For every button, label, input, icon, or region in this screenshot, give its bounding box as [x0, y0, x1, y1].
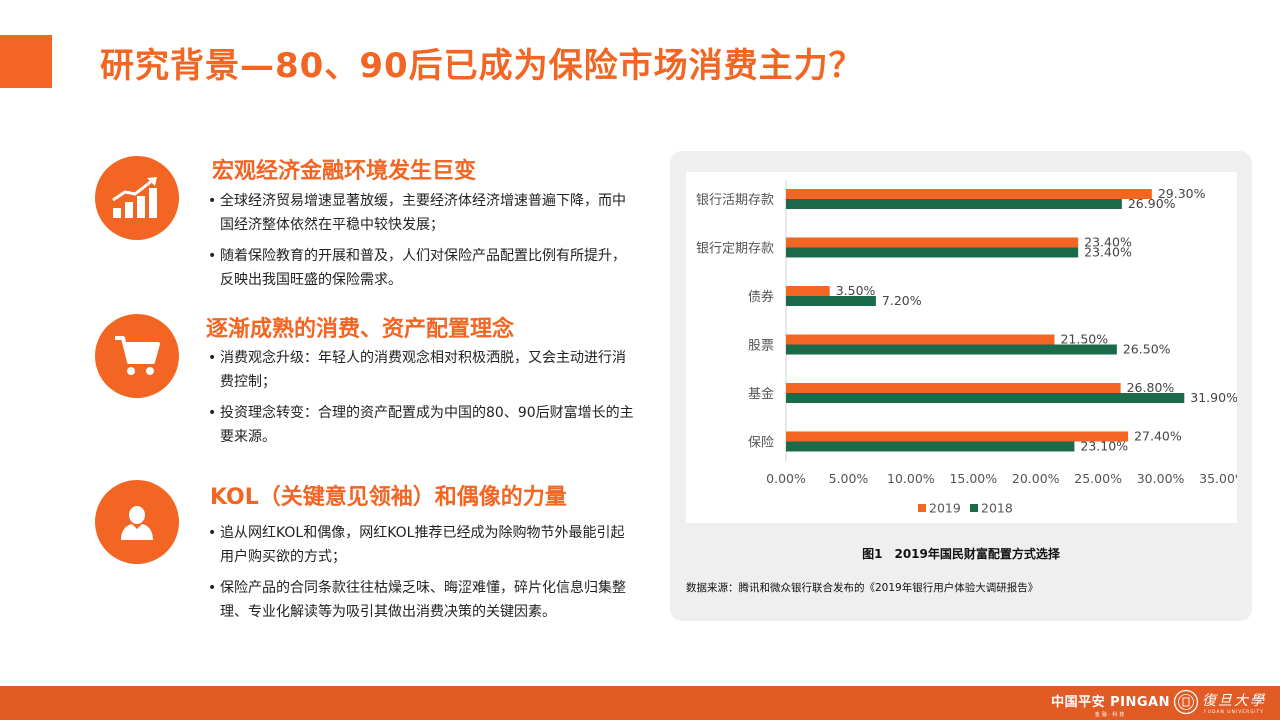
category-label: 银行活期存款	[696, 193, 774, 208]
bar-2019	[786, 383, 1121, 393]
bar-2018	[786, 296, 876, 306]
bar-2019	[786, 286, 830, 296]
section-heading-consumption: 逐渐成熟的消费、资产配置理念	[206, 317, 515, 342]
data-label: 31.90%	[1190, 390, 1237, 405]
footer-bar: 中国平安 PINGAN 金融·科技 復旦大學 FUDAN UNIVERSITY	[0, 686, 1280, 720]
data-source-note: 数据来源：腾讯和微众银行联合发布的《2019年银行用户体验大调研报告》	[686, 582, 1039, 594]
list-item: 随着保险教育的开展和普及，人们对保险产品配置比例有所提升，反映出我国旺盛的保险需…	[207, 244, 637, 292]
section-heading-kol: KOL（关键意见领袖）和偶像的力量	[210, 485, 567, 510]
data-label: 3.50%	[836, 283, 876, 298]
section-bullets-macro: 全球经济贸易增速显著放缓，主要经济体经济增速普遍下降，而中国经济整体依然在平稳中…	[207, 189, 637, 299]
fudan-logo: 復旦大學 FUDAN UNIVERSITY	[1173, 689, 1266, 715]
x-tick-label: 30.00%	[1137, 471, 1185, 486]
legend-entry: 2019	[929, 501, 961, 516]
x-tick-label: 5.00%	[829, 471, 869, 486]
bar-2018	[786, 247, 1079, 258]
bar-2019	[786, 334, 1055, 345]
legend-swatch-2018	[970, 504, 978, 512]
category-label: 债券	[748, 289, 774, 305]
data-label: 26.50%	[1123, 342, 1171, 357]
bar-2018	[786, 344, 1117, 355]
bar-2019	[786, 431, 1129, 442]
shopping-cart-icon	[95, 314, 179, 398]
section-heading-macro: 宏观经济金融环境发生巨变	[212, 159, 477, 184]
page-title: 研究背景—80、90后已成为保险市场消费主力？	[100, 46, 864, 86]
bar-2018	[786, 441, 1075, 452]
section-bullets-kol: 追从网红KOL和偶像，网红KOL推荐已经成为除购物节外最能引起用户购买欲的方式；…	[207, 521, 637, 631]
list-item: 全球经济贸易增速显著放缓，主要经济体经济增速普遍下降，而中国经济整体依然在平稳中…	[207, 189, 637, 237]
title-accent-block	[0, 35, 52, 88]
x-tick-label: 15.00%	[949, 471, 997, 486]
list-item: 追从网红KOL和偶像，网红KOL推荐已经成为除购物节外最能引起用户购买欲的方式；	[207, 521, 637, 569]
legend-swatch-2019	[918, 504, 926, 512]
data-label: 23.10%	[1080, 439, 1128, 454]
pingan-logo: 中国平安 PINGAN 金融·科技	[1051, 695, 1170, 718]
list-item: 保险产品的合同条款往往枯燥乏味、晦涩难懂，碎片化信息归集整理、专业化解读等为吸引…	[207, 576, 637, 624]
data-label: 23.40%	[1084, 235, 1132, 250]
bar-2018	[786, 393, 1185, 403]
x-tick-label: 0.00%	[766, 471, 806, 486]
data-label: 26.90%	[1128, 196, 1176, 211]
bar-2019	[786, 189, 1152, 199]
x-tick-label: 20.00%	[1012, 471, 1060, 486]
category-label: 银行定期存款	[696, 242, 774, 257]
data-label: 7.20%	[882, 293, 922, 308]
x-tick-label: 10.00%	[887, 471, 935, 486]
data-label: 27.40%	[1134, 429, 1182, 444]
person-icon	[95, 480, 179, 564]
chart-caption: 图1 2019年国民财富配置方式选择	[862, 547, 1060, 561]
legend-entry: 2018	[981, 501, 1013, 516]
category-label: 股票	[748, 339, 774, 354]
data-label: 23.40%	[1084, 245, 1132, 260]
fudan-seal-icon	[1173, 689, 1199, 715]
data-label: 21.50%	[1060, 332, 1108, 347]
data-label: 26.80%	[1127, 380, 1175, 395]
x-tick-label: 35.00%	[1199, 471, 1237, 486]
data-label: 29.30%	[1158, 186, 1206, 201]
category-label: 基金	[748, 386, 774, 402]
wealth-allocation-bar-chart: 银行活期存款 29.30%26.90% 银行定期存款 23.40%23.40% 债券 3.…	[696, 180, 1237, 516]
x-tick-label: 25.00%	[1074, 471, 1122, 486]
section-bullets-consumption: 消费观念升级：年轻人的消费观念相对积极洒脱，又会主动进行消费控制； 投资理念转变…	[207, 346, 637, 456]
list-item: 消费观念升级：年轻人的消费观念相对积极洒脱，又会主动进行消费控制；	[207, 346, 637, 394]
bar-2018	[786, 199, 1122, 209]
chart-area: 银行活期存款 29.30% 26.90% 银行定期存款 23.40% 23.40% 债券 3.…	[686, 172, 1237, 523]
bar-growth-icon	[95, 156, 179, 240]
list-item: 投资理念转变：合理的资产配置成为中国的80、90后财富增长的主要来源。	[207, 401, 637, 449]
bar-2019	[786, 237, 1079, 248]
category-label: 保险	[748, 436, 774, 451]
